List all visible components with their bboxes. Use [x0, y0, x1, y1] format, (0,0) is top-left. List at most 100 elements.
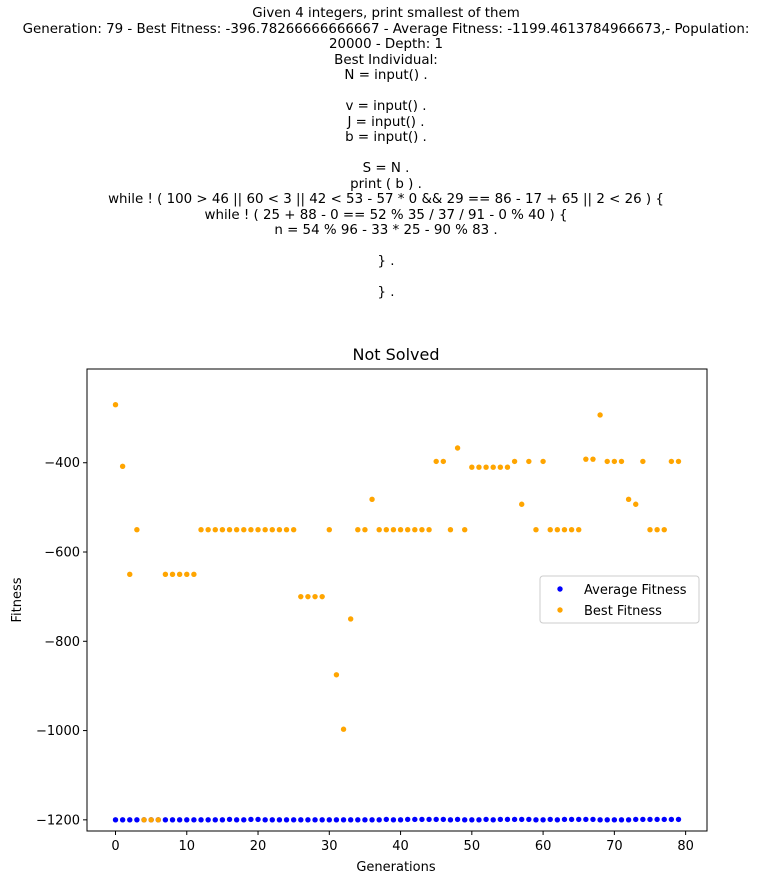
point-average-fitness: [397, 817, 404, 823]
point-average-fitness: [355, 817, 361, 823]
point-best-fitness: [583, 456, 589, 462]
point-average-fitness: [419, 816, 425, 823]
point-average-fitness: [675, 816, 682, 823]
point-best-fitness: [319, 593, 325, 600]
point-best-fitness: [404, 526, 411, 533]
header-line: Given 4 integers, print smallest of them: [252, 6, 520, 21]
y-axis: −1200 −1000 −800 −600 −400: [36, 456, 87, 828]
point-average-fitness: [540, 817, 546, 823]
point-average-fitness: [497, 816, 504, 823]
point-best-fitness: [219, 526, 226, 533]
point-best-fitness: [611, 458, 618, 465]
point-best-fitness: [241, 526, 247, 533]
point-best-fitness: [184, 571, 190, 578]
point-best-fitness: [112, 402, 119, 408]
point-average-fitness: [134, 817, 140, 823]
header-line: b = input() .: [345, 130, 427, 145]
point-best-fitness: [290, 526, 297, 533]
header-line: n = 54 % 96 - 33 * 25 - 90 % 83 .: [274, 223, 498, 238]
x-tick-label: 10: [178, 839, 195, 854]
point-best-fitness: [212, 526, 218, 533]
point-average-fitness: [362, 817, 368, 823]
x-axis-label: Generations: [356, 860, 436, 875]
x-tick-label: 20: [250, 839, 267, 854]
point-best-fitness: [269, 526, 275, 533]
point-best-fitness: [469, 464, 475, 470]
point-best-fitness: [148, 817, 154, 823]
point-best-fitness: [134, 526, 140, 533]
data-points: [112, 402, 682, 823]
point-average-fitness: [176, 817, 183, 823]
point-best-fitness: [490, 464, 496, 470]
point-best-fitness: [312, 593, 318, 600]
point-average-fitness: [305, 817, 311, 823]
point-average-fitness: [504, 816, 511, 823]
legend-marker-best-fitness: [557, 607, 563, 613]
point-best-fitness: [675, 458, 682, 465]
legend-marker-average-fitness: [557, 586, 563, 592]
point-average-fitness: [618, 817, 625, 823]
legend: Average Fitness Best Fitness: [539, 575, 700, 624]
header-line: J = input() .: [347, 114, 425, 130]
point-best-fitness: [533, 526, 539, 533]
point-best-fitness: [419, 526, 425, 533]
point-best-fitness: [162, 571, 169, 578]
point-best-fitness: [633, 501, 639, 507]
header-line: 20000 - Depth: 1: [328, 37, 444, 52]
point-average-fitness: [127, 817, 133, 823]
point-average-fitness: [412, 816, 418, 823]
point-average-fitness: [462, 817, 468, 823]
point-best-fitness: [447, 526, 454, 533]
point-average-fitness: [426, 816, 432, 823]
point-best-fitness: [661, 526, 667, 533]
point-average-fitness: [269, 817, 275, 823]
point-best-fitness: [476, 464, 482, 470]
x-axis: 0 10 20 30 40 50 60 70 80: [111, 831, 694, 854]
point-best-fitness: [526, 458, 532, 465]
legend-label-average-fitness: Average Fitness: [584, 583, 687, 598]
header-line: Best Individual:: [334, 52, 438, 68]
point-best-fitness: [504, 464, 511, 470]
point-best-fitness: [141, 817, 147, 823]
point-average-fitness: [661, 816, 667, 823]
y-tick-label: −1000: [36, 724, 80, 739]
y-tick-label: −600: [44, 546, 80, 561]
point-average-fitness: [519, 816, 525, 823]
point-average-fitness: [290, 817, 297, 823]
y-tick-label: −400: [44, 456, 80, 471]
point-best-fitness: [597, 412, 603, 418]
point-best-fitness: [547, 526, 553, 533]
point-average-fitness: [568, 816, 575, 823]
figure-header: Given 4 integers, print smallest of them…: [0, 6, 772, 301]
point-average-fitness: [340, 817, 347, 823]
point-average-fitness: [447, 817, 454, 823]
point-best-fitness: [169, 571, 176, 578]
point-average-fitness: [233, 817, 240, 823]
point-best-fitness: [640, 458, 646, 465]
point-average-fitness: [319, 817, 325, 823]
point-best-fitness: [590, 456, 596, 462]
point-average-fitness: [383, 816, 390, 823]
point-best-fitness: [568, 526, 575, 533]
point-average-fitness: [526, 816, 532, 823]
point-average-fitness: [326, 817, 332, 823]
point-average-fitness: [390, 817, 397, 823]
point-average-fitness: [184, 817, 190, 823]
header-line: } .: [377, 285, 395, 300]
point-best-fitness: [412, 526, 418, 533]
point-average-fitness: [433, 816, 439, 823]
point-best-fitness: [519, 501, 525, 507]
header-line: Generation: 79 - Best Fitness: -396.7826…: [22, 21, 750, 37]
point-average-fitness: [119, 817, 126, 823]
point-average-fitness: [283, 817, 290, 823]
point-best-fitness: [333, 672, 340, 678]
point-best-fitness: [340, 726, 347, 732]
point-average-fitness: [298, 817, 304, 823]
point-average-fitness: [312, 817, 318, 823]
point-average-fitness: [625, 817, 632, 823]
y-tick-label: −800: [44, 635, 80, 650]
point-average-fitness: [255, 816, 261, 823]
point-average-fitness: [547, 816, 553, 823]
point-average-fitness: [369, 817, 375, 823]
